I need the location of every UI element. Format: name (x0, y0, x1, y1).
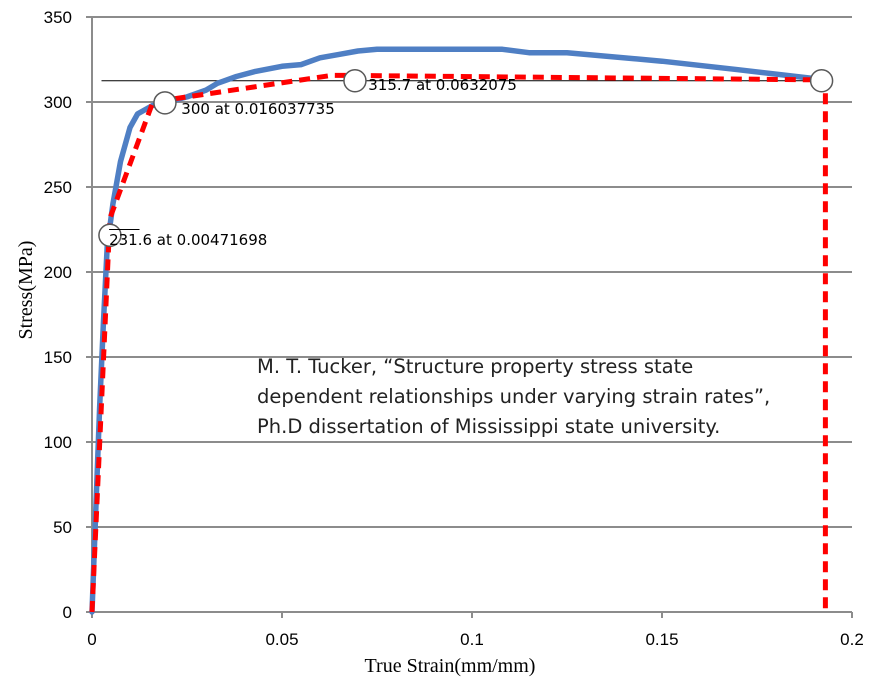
grid-lines (92, 16, 852, 528)
y-tick-label: 150 (44, 348, 72, 367)
data-marker-4 (809, 69, 834, 93)
point-annotation: 231.6 at 0.00471698 (109, 231, 267, 249)
citation-text: M. T. Tucker, “Structure property stress… (257, 355, 770, 438)
annotation-layer: 231.6 at 0.00471698 300 at 0.016037735 315… (109, 76, 517, 249)
citation-line-3: Ph.D dissertation of Mississippi state u… (257, 415, 720, 438)
y-tick-label: 250 (44, 178, 72, 197)
y-tick-label: 50 (53, 518, 72, 537)
x-tick-label: 0.2 (840, 630, 864, 649)
point-annotation: 315.7 at 0.0632075 (368, 76, 517, 94)
y-tick-label: 0 (63, 603, 72, 622)
citation-line-1: M. T. Tucker, “Structure property stress… (257, 355, 693, 378)
x-axis-title: True Strain(mm/mm) (365, 655, 536, 677)
marker-layer (98, 69, 834, 248)
x-tick-label: 0.1 (460, 630, 484, 649)
y-tick-label: 100 (44, 433, 72, 452)
model-curve-line (89, 72, 828, 613)
x-tick-label: 0.05 (265, 630, 298, 649)
x-tick-label: 0 (87, 630, 96, 649)
data-marker-2 (153, 91, 177, 115)
point-annotation: 300 at 0.016037735 (181, 100, 334, 118)
series-layer (89, 46, 829, 615)
y-axis-title: Stress(MPa) (15, 241, 37, 340)
tick-labels: 0 50 100 150 200 250 300 350 0 0.05 0.1 0.15 0.2 (44, 8, 864, 649)
x-tick-label: 0.15 (645, 630, 678, 649)
y-tick-label: 200 (44, 263, 72, 282)
y-tick-label: 350 (44, 8, 72, 27)
y-tick-label: 300 (44, 93, 72, 112)
axes (86, 16, 853, 618)
citation-line-2: dependent relationships under varying st… (257, 385, 770, 408)
data-marker-3 (343, 69, 367, 93)
